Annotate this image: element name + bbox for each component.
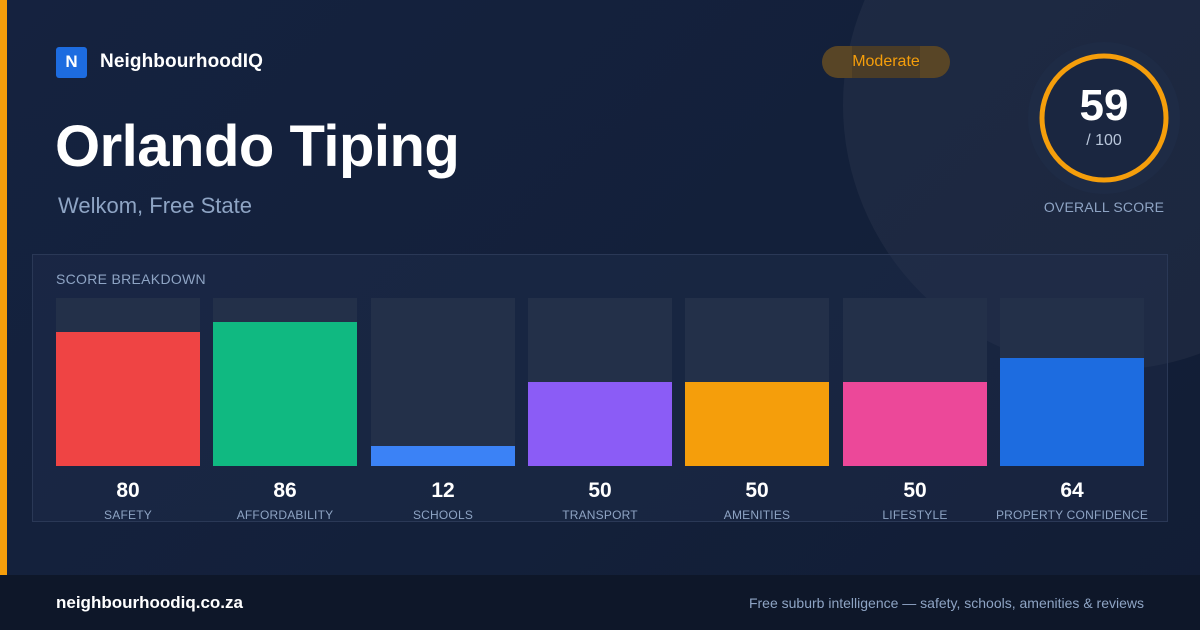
bar-value-label: 50 <box>745 479 769 502</box>
bar-value-label: 80 <box>116 479 140 502</box>
bar-group-property-confidence: 64 PROPERTY CONFIDENCE <box>996 298 1148 524</box>
rating-badge: Moderate <box>822 46 950 78</box>
bar-category-label: TRANSPORT <box>562 508 638 522</box>
bar <box>843 382 987 466</box>
bar-track <box>371 298 515 466</box>
bar-value-label: 12 <box>431 479 455 502</box>
bar-track <box>213 298 357 466</box>
bar <box>371 446 515 466</box>
footer-url[interactable]: neighbourhoodiq.co.za <box>56 593 243 612</box>
overall-score-max: / 100 <box>1086 132 1122 149</box>
bar-category-label: AMENITIES <box>723 508 791 522</box>
accent-bar <box>0 0 7 575</box>
rating-badge-label: Moderate <box>852 53 920 70</box>
score-ring-icon <box>1039 53 1169 183</box>
brand-name: NeighbourhoodIQ <box>100 51 263 72</box>
bar-value-label: 64 <box>1060 479 1084 502</box>
bar-category-label: PROPERTY CONFIDENCE <box>995 508 1149 522</box>
brand[interactable]: N NeighbourhoodIQ <box>56 46 263 78</box>
bar <box>1000 358 1144 466</box>
bar-group-affordability: 86 AFFORDABILITY <box>213 298 357 524</box>
bar-track <box>56 298 200 466</box>
bar-value-label: 50 <box>588 479 612 502</box>
bar-track <box>685 298 829 466</box>
bar <box>56 332 200 466</box>
suburb-location: Welkom, Free State <box>58 193 252 218</box>
bar-group-schools: 12 SCHOOLS <box>371 298 515 524</box>
bar <box>528 382 672 466</box>
bar-category-label: AFFORDABILITY <box>236 508 334 522</box>
bar-category-label: SCHOOLS <box>412 508 474 522</box>
bar-group-lifestyle: 50 LIFESTYLE <box>843 298 987 524</box>
bar-track <box>843 298 987 466</box>
bar-track <box>1000 298 1144 466</box>
footer-tagline: Free suburb intelligence — safety, schoo… <box>748 595 1144 611</box>
bar-group-safety: 80 SAFETY <box>56 298 200 524</box>
footer: neighbourhoodiq.co.za Free suburb intell… <box>0 575 1200 630</box>
bar <box>213 322 357 466</box>
bar-category-label: LIFESTYLE <box>882 508 948 522</box>
bar <box>685 382 829 466</box>
score-ring-arc <box>1039 53 1169 183</box>
logo-icon: N <box>56 46 87 78</box>
bar-category-label: SAFETY <box>104 508 152 522</box>
suburb-title: Orlando Tiping <box>55 114 460 179</box>
overall-score-value: 59 <box>1079 81 1129 130</box>
bar-track <box>528 298 672 466</box>
bar-group-transport: 50 TRANSPORT <box>528 298 672 524</box>
overall-score-gauge: 59 / 100 <box>1028 42 1180 194</box>
bar-value-label: 86 <box>273 479 297 502</box>
score-breakdown-title: SCORE BREAKDOWN <box>56 271 206 287</box>
overall-score-caption: OVERALL SCORE <box>1043 199 1165 215</box>
bar-value-label: 50 <box>903 479 927 502</box>
bar-group-amenities: 50 AMENITIES <box>685 298 829 524</box>
